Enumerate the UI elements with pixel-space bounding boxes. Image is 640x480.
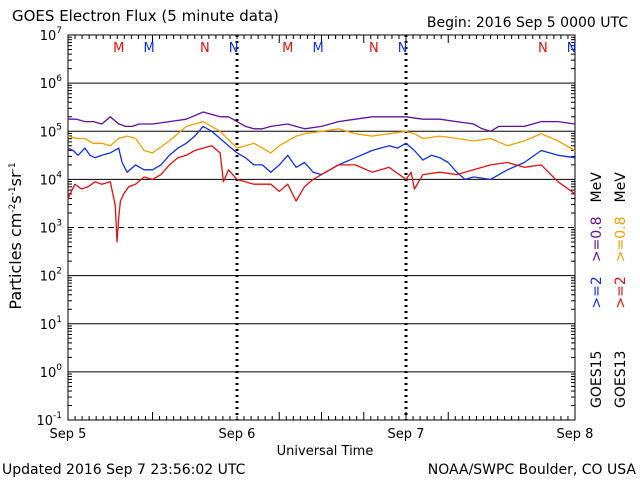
legend-column: GOES13 >=2 >=0.8 MeV [613, 172, 629, 408]
y-tick-label: 100 [40, 363, 63, 381]
y-tick-label: 106 [40, 74, 63, 92]
y-tick-label: 104 [40, 170, 63, 188]
eclipse-marker: M [313, 41, 324, 56]
eclipse-marker: N [398, 41, 408, 56]
begin-time: Begin: 2016 Sep 5 0000 UTC [427, 15, 628, 31]
series-line [68, 111, 576, 132]
legend-entry: GOES15 [589, 351, 605, 408]
legend-entry: MeV [613, 172, 629, 203]
series-line [67, 120, 576, 154]
x-tick-label: Sep 6 [219, 427, 256, 442]
eclipse-marker: M [113, 41, 124, 56]
legend-entry: >=2 [613, 276, 629, 308]
legend-entry: MeV [589, 172, 605, 203]
eclipse-marker: N [200, 41, 210, 56]
credit-text: NOAA/SWPC Boulder, CO USA [428, 462, 637, 478]
plot-area: 10-1 100 101 102 103 104 105 106 107 Sep 5 Sep 6 Se… [36, 26, 593, 442]
legend-entry: >=2 [589, 276, 605, 308]
legend-column: GOES15 >=2 >=0.8 MeV [589, 172, 605, 408]
eclipse-marker: M [144, 41, 155, 56]
y-tick-label: 101 [40, 315, 62, 333]
y-tick-label: 102 [40, 267, 62, 285]
x-tick-label: Sep 5 [50, 427, 87, 442]
x-axis-label: Universal Time [277, 444, 374, 459]
eclipse-marker: N [538, 41, 548, 56]
chart-title: GOES Electron Flux (5 minute data) [12, 7, 279, 25]
y-tick-label: 10-1 [36, 411, 62, 429]
y-axis-label: Particles cm-2s-1sr-1 [6, 162, 25, 309]
eclipse-marker: N [229, 41, 239, 56]
updated-timestamp: Updated 2016 Sep 7 23:56:02 UTC [2, 462, 246, 478]
legend-entry: GOES13 [613, 351, 629, 408]
eclipse-marker: M [282, 41, 293, 56]
eclipse-marker: N [567, 41, 577, 56]
x-tick-label: Sep 8 [557, 427, 594, 442]
y-tick-label: 107 [40, 26, 62, 44]
series-line [67, 125, 576, 181]
series-line [67, 145, 576, 243]
legend-entry: >=0.8 [613, 216, 629, 262]
y-tick-label: 105 [40, 122, 62, 140]
legend-entry: >=0.8 [589, 216, 605, 262]
y-tick-label: 103 [40, 219, 62, 237]
eclipse-marker: N [369, 41, 379, 56]
legend: GOES15 >=2 >=0.8 MeV GOES13 >=2 >=0.8 MeV [589, 172, 629, 408]
x-tick-label: Sep 7 [388, 427, 425, 442]
